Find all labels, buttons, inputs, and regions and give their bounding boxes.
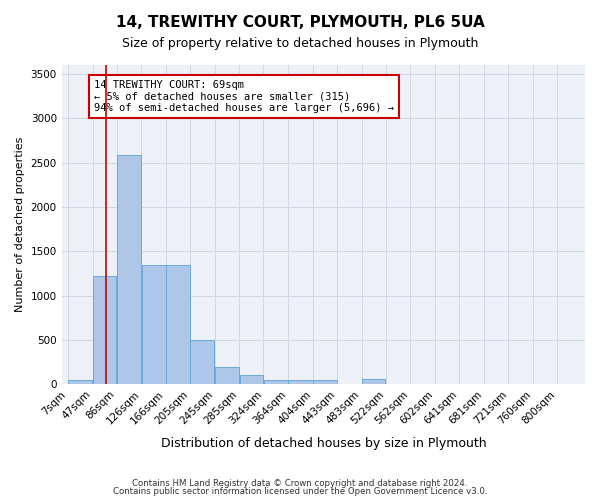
Y-axis label: Number of detached properties: Number of detached properties (15, 137, 25, 312)
Bar (142, 266, 166, 384)
Text: Size of property relative to detached houses in Plymouth: Size of property relative to detached ho… (122, 38, 478, 51)
Bar (313, 380, 337, 384)
Bar (117, 156, 141, 384)
Text: 14 TREWITHY COURT: 69sqm
← 5% of detached houses are smaller (315)
94% of semi-d: 14 TREWITHY COURT: 69sqm ← 5% of detache… (94, 80, 394, 114)
Bar (289, 380, 313, 384)
Bar (93, 276, 116, 384)
Text: Contains public sector information licensed under the Open Government Licence v3: Contains public sector information licen… (113, 487, 487, 496)
Bar (362, 380, 385, 384)
Bar (240, 376, 263, 384)
Bar (190, 340, 214, 384)
Bar (264, 380, 288, 384)
X-axis label: Distribution of detached houses by size in Plymouth: Distribution of detached houses by size … (161, 437, 486, 450)
Text: Contains HM Land Registry data © Crown copyright and database right 2024.: Contains HM Land Registry data © Crown c… (132, 478, 468, 488)
Bar (68, 380, 92, 384)
Text: 14, TREWITHY COURT, PLYMOUTH, PL6 5UA: 14, TREWITHY COURT, PLYMOUTH, PL6 5UA (116, 15, 484, 30)
Bar (215, 368, 239, 384)
Bar (166, 266, 190, 384)
